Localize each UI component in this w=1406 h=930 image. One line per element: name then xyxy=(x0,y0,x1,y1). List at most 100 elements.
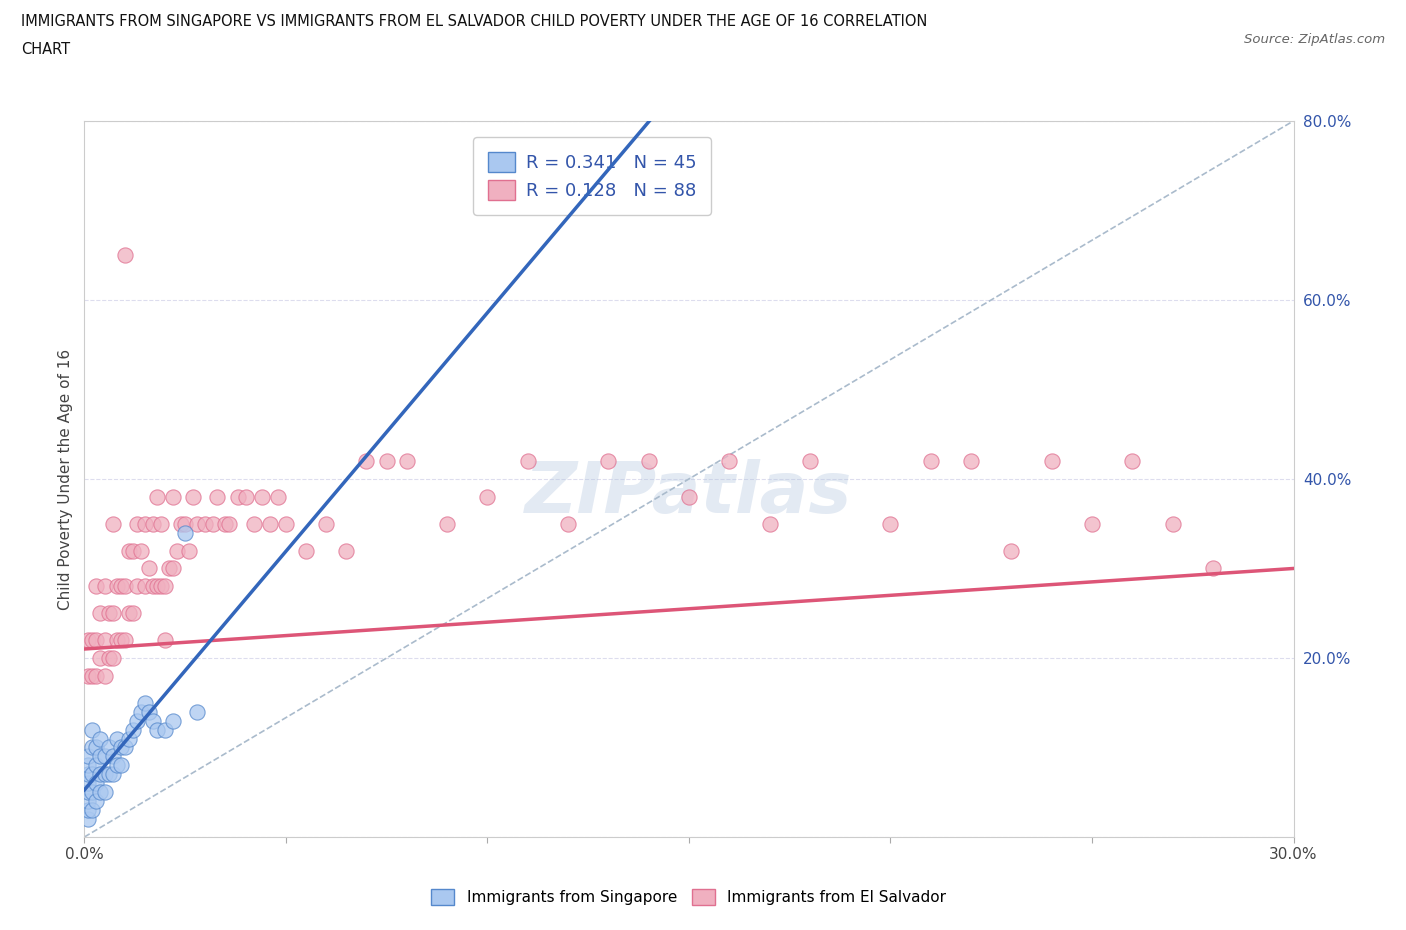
Point xyxy=(242,516,264,531)
Point xyxy=(1081,516,1104,531)
Point xyxy=(149,516,172,531)
Point xyxy=(134,516,156,531)
Point xyxy=(235,489,257,504)
Point xyxy=(93,749,115,764)
Point xyxy=(77,794,100,809)
Point xyxy=(101,767,124,782)
Point xyxy=(166,543,188,558)
Point xyxy=(77,803,100,817)
Point xyxy=(134,696,156,711)
Point xyxy=(110,578,132,593)
Point xyxy=(1040,454,1063,469)
Point xyxy=(93,632,115,647)
Point xyxy=(170,516,193,531)
Point xyxy=(134,578,156,593)
Point xyxy=(86,632,108,647)
Point xyxy=(105,578,128,593)
Point xyxy=(125,713,148,728)
Point xyxy=(82,632,104,647)
Point xyxy=(153,632,176,647)
Point xyxy=(93,669,115,684)
Point xyxy=(149,578,172,593)
Point xyxy=(557,516,579,531)
Point xyxy=(335,543,357,558)
Point xyxy=(110,740,132,755)
Point xyxy=(110,632,132,647)
Point xyxy=(1161,516,1184,531)
Point xyxy=(89,785,111,800)
Point xyxy=(105,632,128,647)
Point xyxy=(637,454,659,469)
Point xyxy=(146,489,169,504)
Point xyxy=(97,651,120,666)
Point xyxy=(315,516,337,531)
Point xyxy=(89,749,111,764)
Point xyxy=(758,516,780,531)
Legend: Immigrants from Singapore, Immigrants from El Salvador: Immigrants from Singapore, Immigrants fr… xyxy=(423,882,955,913)
Point xyxy=(920,454,942,469)
Text: IMMIGRANTS FROM SINGAPORE VS IMMIGRANTS FROM EL SALVADOR CHILD POVERTY UNDER THE: IMMIGRANTS FROM SINGAPORE VS IMMIGRANTS … xyxy=(21,14,928,29)
Point xyxy=(82,767,104,782)
Point xyxy=(86,669,108,684)
Point xyxy=(77,776,100,790)
Point xyxy=(218,516,240,531)
Point xyxy=(274,516,297,531)
Point xyxy=(678,489,700,504)
Point xyxy=(77,785,100,800)
Point xyxy=(101,605,124,620)
Point xyxy=(153,722,176,737)
Y-axis label: Child Poverty Under the Age of 16: Child Poverty Under the Age of 16 xyxy=(58,349,73,609)
Point xyxy=(250,489,273,504)
Point xyxy=(89,605,111,620)
Point xyxy=(214,516,236,531)
Point xyxy=(114,578,136,593)
Point xyxy=(82,669,104,684)
Point xyxy=(82,803,104,817)
Point xyxy=(207,489,229,504)
Point xyxy=(879,516,901,531)
Point xyxy=(105,758,128,773)
Point xyxy=(477,489,499,504)
Point xyxy=(598,454,620,469)
Point xyxy=(114,740,136,755)
Text: CHART: CHART xyxy=(21,42,70,57)
Point xyxy=(174,516,197,531)
Point xyxy=(436,516,458,531)
Point xyxy=(125,578,148,593)
Point xyxy=(125,516,148,531)
Text: Source: ZipAtlas.com: Source: ZipAtlas.com xyxy=(1244,33,1385,46)
Point xyxy=(82,722,104,737)
Point xyxy=(82,740,104,755)
Point xyxy=(142,578,165,593)
Point xyxy=(93,578,115,593)
Point xyxy=(77,812,100,827)
Point xyxy=(86,740,108,755)
Point xyxy=(89,767,111,782)
Point xyxy=(118,543,141,558)
Point xyxy=(86,776,108,790)
Point xyxy=(114,632,136,647)
Point xyxy=(89,651,111,666)
Point xyxy=(179,543,201,558)
Point xyxy=(194,516,217,531)
Point xyxy=(1202,561,1225,576)
Point xyxy=(162,489,184,504)
Point xyxy=(157,561,180,576)
Point xyxy=(97,740,120,755)
Point xyxy=(146,578,169,593)
Point xyxy=(142,713,165,728)
Point xyxy=(114,247,136,262)
Point xyxy=(118,731,141,746)
Point xyxy=(77,749,100,764)
Point xyxy=(82,785,104,800)
Point xyxy=(129,543,152,558)
Point xyxy=(186,704,208,719)
Point xyxy=(162,561,184,576)
Point xyxy=(121,605,143,620)
Point xyxy=(77,632,100,647)
Point xyxy=(960,454,983,469)
Point xyxy=(86,578,108,593)
Point xyxy=(93,785,115,800)
Point xyxy=(86,794,108,809)
Point xyxy=(101,651,124,666)
